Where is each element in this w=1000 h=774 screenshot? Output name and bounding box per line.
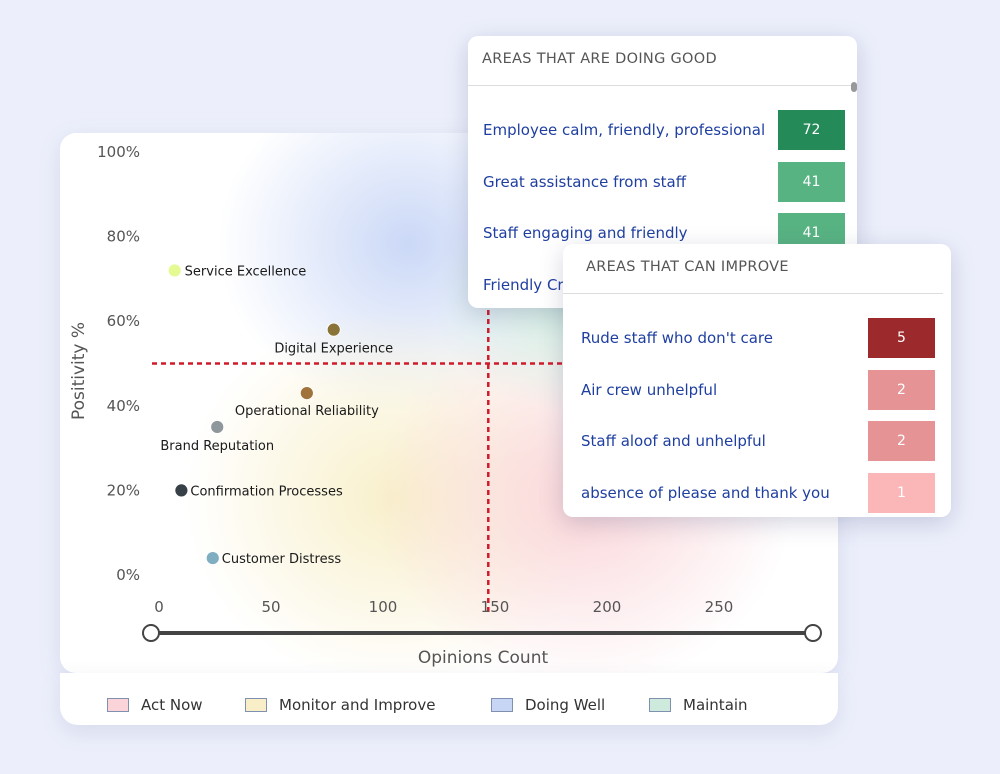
legend-swatch [245,698,267,712]
list-item-label: absence of please and thank you [581,484,830,502]
data-point[interactable] [210,420,225,434]
count-badge: 41 [778,162,845,202]
legend-swatch [649,698,671,712]
list-item[interactable]: Air crew unhelpful 2 [563,370,951,410]
panel-title: AREAS THAT ARE DOING GOOD [468,36,857,86]
list-item-label: Great assistance from staff [483,173,687,191]
data-point-label: Brand Reputation [160,439,274,454]
legend-swatch [491,698,513,712]
slider-handle-min[interactable] [142,624,160,642]
y-tick-label: 20% [107,481,140,499]
legend-label: Act Now [141,696,203,714]
point-labels: Service Excellence Digital Experience Oper… [160,264,393,567]
legend-label: Doing Well [525,696,606,714]
data-point-label: Operational Reliability [235,404,379,419]
list-item[interactable]: Employee calm, friendly, professional 72 [468,110,857,150]
list-item-label: Staff aloof and unhelpful [581,432,766,450]
x-tick-label: 0 [154,598,164,616]
legend-item-monitor-and-improve[interactable]: Monitor and Improve [245,696,435,714]
list-item[interactable]: Great assistance from staff 41 [468,162,857,202]
y-tick-label: 60% [107,312,140,330]
data-point[interactable] [174,483,189,498]
data-point[interactable] [299,386,314,401]
y-tick-label: 100% [97,143,140,161]
legend-swatch [107,698,129,712]
x-tick-label: 250 [705,598,734,616]
data-point[interactable] [167,263,182,278]
count-badge: 72 [778,110,845,150]
data-point-label: Digital Experience [274,342,393,357]
list-item[interactable]: Rude staff who don't care 5 [563,318,951,358]
x-axis-ticks: 0 50 100 150 200 250 [154,598,733,616]
chart-legend: Act Now Monitor and Improve Doing Well M… [60,673,838,725]
count-badge: 2 [868,370,935,410]
legend-item-act-now[interactable]: Act Now [107,696,203,714]
data-points[interactable] [167,263,341,565]
list-item-label: Rude staff who don't care [581,329,773,347]
y-tick-label: 0% [116,566,140,584]
x-tick-label: 200 [593,598,622,616]
legend-item-doing-well[interactable]: Doing Well [491,696,605,714]
list-item-label: Air crew unhelpful [581,381,718,399]
count-badge: 5 [868,318,935,358]
count-badge: 2 [868,421,935,461]
count-badge: 1 [868,473,935,513]
data-point-label: Service Excellence [185,264,307,279]
areas-can-improve-panel: AREAS THAT CAN IMPROVE Rude staff who do… [563,244,951,517]
y-axis-title: Positivity % [69,322,89,420]
list-item-label: Staff engaging and friendly [483,224,688,242]
data-point-label: Confirmation Processes [190,484,343,499]
x-tick-label: 100 [369,598,398,616]
list-item[interactable]: Staff aloof and unhelpful 2 [563,421,951,461]
y-tick-label: 80% [107,228,140,246]
x-tick-label: 50 [261,598,280,616]
list-item[interactable]: absence of please and thank you 1 [563,473,951,513]
legend-label: Monitor and Improve [279,696,436,714]
y-tick-label: 40% [107,397,140,415]
list-item-label: Employee calm, friendly, professional [483,121,766,139]
y-axis-ticks: 0% 20% 40% 60% 80% 100% [97,143,140,584]
legend-item-maintain[interactable]: Maintain [649,696,748,714]
panel-title: AREAS THAT CAN IMPROVE [563,244,943,294]
scrollbar-thumb[interactable] [851,82,857,92]
legend-label: Maintain [683,696,748,714]
data-point-label: Customer Distress [222,552,342,567]
slider-handle-max[interactable] [804,624,822,642]
data-point[interactable] [205,551,220,565]
x-axis-title: Opinions Count [418,648,549,668]
list-item-label: Friendly Cr [483,276,564,294]
data-point[interactable] [326,322,341,337]
range-slider[interactable] [142,624,822,642]
x-tick-label: 150 [481,598,510,616]
